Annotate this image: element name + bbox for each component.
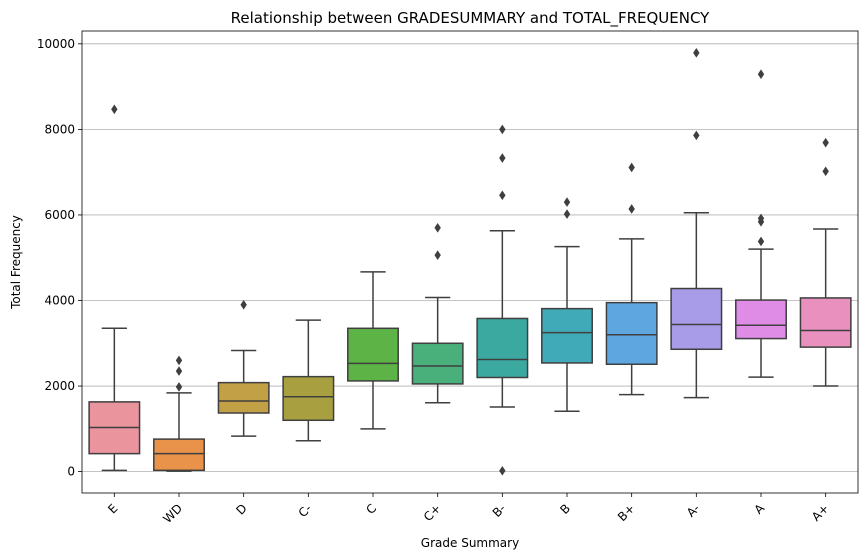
box-iqr [282, 375, 335, 422]
outlier-point [434, 250, 441, 260]
x-tick-label: C [363, 501, 379, 517]
box-series [88, 48, 852, 476]
outlier-point [499, 190, 506, 201]
box-iqr [476, 317, 529, 379]
box-group-E [88, 104, 141, 472]
outlier-point [175, 355, 183, 366]
outlier-point [757, 213, 765, 224]
box-iqr [799, 297, 852, 348]
box-iqr [735, 299, 787, 340]
box-iqr [217, 381, 270, 414]
box-group-A+ [799, 137, 852, 387]
y-axis-label: Total Frequency [9, 215, 23, 310]
box-iqr [153, 438, 205, 472]
chart-title: Relationship between GRADESUMMARY and TO… [231, 9, 711, 28]
outlier-point [499, 124, 506, 135]
outlier-point [111, 104, 118, 115]
box-group-B+ [605, 162, 658, 396]
outlier-point [628, 204, 635, 214]
y-tick-label: 2000 [44, 379, 75, 393]
outlier-point [693, 48, 700, 58]
box-group-C- [282, 319, 335, 442]
x-tick-label: E [105, 501, 120, 516]
y-axis: 0 2000 4000 6000 8000 10000 [37, 37, 82, 479]
box-iqr [347, 327, 399, 382]
grid-lines [82, 43, 858, 473]
outlier-point [434, 222, 441, 233]
y-tick-label: 6000 [44, 208, 75, 222]
outlier-point [628, 162, 635, 173]
box-group-WD [153, 355, 205, 472]
y-tick-label: 8000 [44, 122, 75, 136]
outlier-point [757, 69, 765, 80]
x-tick-label: C- [296, 501, 315, 520]
y-tick-label: 0 [67, 465, 75, 479]
plot-frame [81, 30, 859, 494]
x-tick-label: C+ [421, 501, 444, 524]
outlier-point [240, 299, 247, 310]
x-tick-label: A+ [809, 501, 832, 524]
outlier-point [822, 137, 829, 148]
box-group-A [735, 69, 787, 378]
x-tick-label: D [233, 501, 249, 517]
outlier-point [822, 166, 829, 177]
x-tick-label: B- [490, 501, 509, 520]
box-group-B [541, 197, 593, 413]
outlier-point [693, 130, 700, 141]
box-group-C [347, 271, 399, 430]
outlier-point [499, 153, 506, 163]
box-iqr [541, 307, 593, 364]
box-iqr [670, 287, 723, 351]
box-group-A- [670, 48, 723, 399]
outlier-point [563, 209, 571, 219]
y-tick-label: 10000 [37, 37, 75, 51]
outlier-point [175, 382, 183, 392]
x-tick-label: WD [160, 501, 185, 526]
outlier-point [499, 465, 506, 476]
outlier-point [757, 236, 765, 247]
x-tick-label: A- [684, 501, 703, 520]
outlier-point [563, 197, 571, 207]
box-iqr [605, 301, 658, 365]
x-tick-label: B+ [615, 501, 638, 524]
x-tick-label: B [557, 501, 573, 517]
outlier-point [175, 366, 183, 376]
x-tick-label: A [751, 501, 767, 517]
box-group-C+ [411, 222, 464, 404]
x-axis-label: Grade Summary [421, 536, 519, 550]
box-group-D [217, 299, 270, 437]
box-group-B- [476, 124, 529, 476]
y-tick-label: 4000 [44, 294, 75, 308]
x-axis: E WD D C- C C+ B- B B+ A- A A+ [105, 493, 832, 526]
box-iqr [411, 342, 464, 385]
